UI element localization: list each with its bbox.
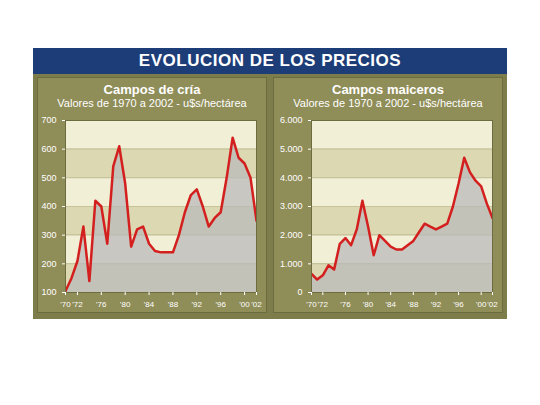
svg-text:'00: '00 [476, 300, 487, 309]
svg-text:'88: '88 [408, 300, 419, 309]
svg-text:0: 0 [297, 287, 302, 297]
svg-text:'96: '96 [215, 300, 226, 309]
svg-text:'70: '70 [60, 300, 71, 309]
svg-text:6.000: 6.000 [280, 115, 303, 125]
svg-text:200: 200 [41, 259, 56, 269]
svg-text:'84: '84 [144, 300, 155, 309]
svg-text:'76: '76 [96, 300, 107, 309]
html-text:Valores de 1970 a 2002 - u$s/h: Valores de 1970 a 2002 - u$s/hectárea [57, 97, 247, 109]
svg-text:'92: '92 [431, 300, 442, 309]
svg-text:400: 400 [41, 201, 56, 211]
html-text:Campos maiceros: Campos maiceros [332, 82, 444, 97]
svg-text:1.000: 1.000 [280, 259, 303, 269]
svg-text:'72: '72 [318, 300, 329, 309]
svg-text:'72: '72 [72, 300, 83, 309]
svg-text:600: 600 [41, 144, 56, 154]
svg-text:'96: '96 [453, 300, 464, 309]
svg-text:'02: '02 [251, 300, 262, 309]
svg-text:2.000: 2.000 [280, 230, 303, 240]
svg-text:500: 500 [41, 173, 56, 183]
svg-text:5.000: 5.000 [280, 144, 303, 154]
svg-text:3.000: 3.000 [280, 201, 303, 211]
svg-text:100: 100 [41, 287, 56, 297]
svg-text:'88: '88 [168, 300, 179, 309]
svg-text:'02: '02 [487, 300, 498, 309]
svg-text:'80: '80 [120, 300, 131, 309]
svg-text:'76: '76 [340, 300, 351, 309]
svg-text:'80: '80 [363, 300, 374, 309]
svg-text:300: 300 [41, 230, 56, 240]
svg-text:'00: '00 [239, 300, 250, 309]
svg-text:4.000: 4.000 [280, 173, 303, 183]
svg-text:'84: '84 [385, 300, 396, 309]
svg-text:700: 700 [41, 115, 56, 125]
html-text:EVOLUCION DE LOS PRECIOS: EVOLUCION DE LOS PRECIOS [138, 51, 402, 70]
html-text:Campos de cría: Campos de cría [103, 82, 201, 97]
svg-text:'70: '70 [306, 300, 317, 309]
html-text:Valores de 1970 a 2002 - u$s/h: Valores de 1970 a 2002 - u$s/hectárea [293, 97, 483, 109]
svg-text:'92: '92 [192, 300, 203, 309]
